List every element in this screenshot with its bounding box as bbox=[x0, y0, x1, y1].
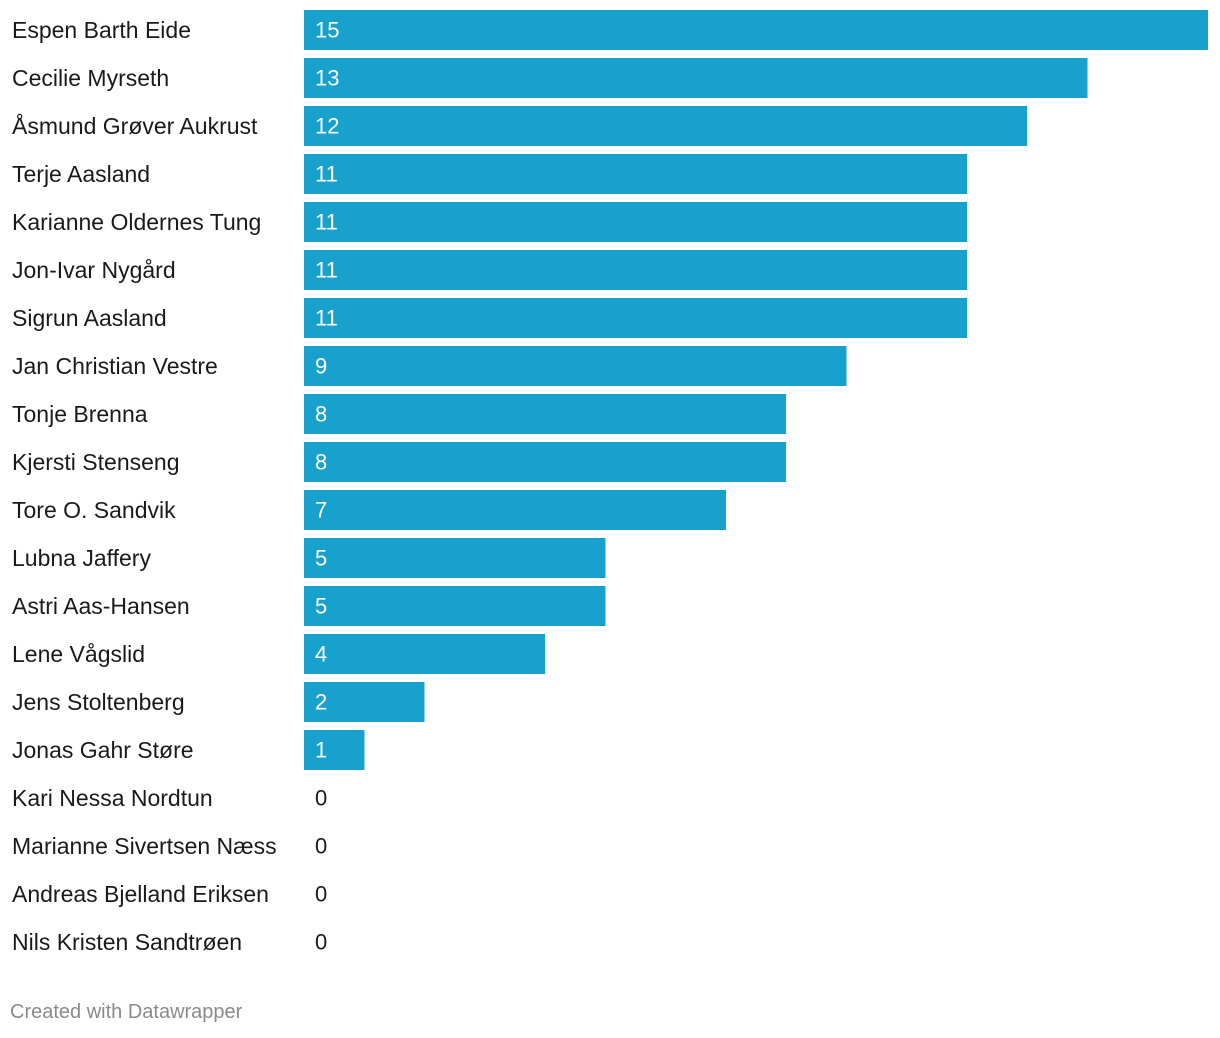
value-label: 8 bbox=[315, 402, 327, 427]
category-label: Jon-Ivar Nygård bbox=[12, 257, 176, 283]
bar-row: Tonje Brenna 8 bbox=[12, 394, 787, 434]
category-label: Lene Vågslid bbox=[12, 641, 145, 667]
bar-row: Jan Christian Vestre 9 bbox=[12, 346, 847, 386]
value-label: 12 bbox=[315, 114, 339, 139]
bar-row: Kjersti Stenseng 8 bbox=[12, 442, 787, 482]
category-label: Lubna Jaffery bbox=[12, 545, 151, 571]
category-label: Tore O. Sandvik bbox=[12, 497, 176, 523]
bar bbox=[304, 250, 967, 290]
bar-row: Terje Aasland 11 bbox=[12, 154, 967, 194]
bar bbox=[304, 298, 967, 338]
bar bbox=[304, 442, 787, 482]
category-label: Espen Barth Eide bbox=[12, 17, 191, 43]
bar-row: Jens Stoltenberg 2 bbox=[12, 682, 425, 722]
category-label: Cecilie Myrseth bbox=[12, 65, 169, 91]
value-label: 11 bbox=[315, 162, 338, 187]
category-label: Astri Aas-Hansen bbox=[12, 593, 190, 619]
value-label: 5 bbox=[315, 546, 327, 571]
bar-row: Jon-Ivar Nygård 11 bbox=[12, 250, 967, 290]
bar-row: Tore O. Sandvik 7 bbox=[12, 490, 726, 530]
value-label: 1 bbox=[315, 738, 327, 763]
bar-row: Andreas Bjelland Eriksen 0 bbox=[12, 881, 327, 907]
category-label: Kari Nessa Nordtun bbox=[12, 785, 213, 811]
category-label: Åsmund Grøver Aukrust bbox=[12, 112, 258, 139]
value-label: 9 bbox=[315, 354, 327, 379]
value-label: 5 bbox=[315, 594, 327, 619]
category-label: Karianne Oldernes Tung bbox=[12, 209, 261, 235]
bar-row: Kari Nessa Nordtun 0 bbox=[12, 785, 327, 811]
bar-row: Espen Barth Eide 15 bbox=[12, 10, 1208, 50]
bar-row: Marianne Sivertsen Næss 0 bbox=[12, 833, 327, 859]
value-label: 13 bbox=[315, 66, 339, 91]
bar bbox=[304, 154, 967, 194]
category-label: Terje Aasland bbox=[12, 161, 150, 187]
bar bbox=[304, 202, 967, 242]
value-label: 2 bbox=[315, 690, 327, 715]
category-label: Jan Christian Vestre bbox=[12, 353, 218, 379]
value-label: 11 bbox=[315, 210, 338, 235]
bar bbox=[304, 10, 1208, 50]
value-label: 0 bbox=[315, 786, 327, 811]
bar bbox=[304, 106, 1028, 146]
bar bbox=[304, 538, 606, 578]
bar-row: Lene Vågslid 4 bbox=[12, 634, 546, 674]
category-label: Sigrun Aasland bbox=[12, 305, 167, 331]
category-label: Tonje Brenna bbox=[12, 401, 148, 427]
value-label: 15 bbox=[315, 18, 339, 43]
bar-row: Karianne Oldernes Tung 11 bbox=[12, 202, 967, 242]
category-label: Jens Stoltenberg bbox=[12, 689, 185, 715]
category-label: Jonas Gahr Støre bbox=[12, 737, 194, 763]
category-label: Andreas Bjelland Eriksen bbox=[12, 881, 269, 907]
value-label: 0 bbox=[315, 930, 327, 955]
bar bbox=[304, 586, 606, 626]
bar bbox=[304, 730, 365, 770]
value-label: 0 bbox=[315, 882, 327, 907]
bar bbox=[304, 58, 1088, 98]
bar bbox=[304, 682, 425, 722]
bar-row: Åsmund Grøver Aukrust 12 bbox=[12, 106, 1028, 146]
bar bbox=[304, 346, 847, 386]
category-label: Nils Kristen Sandtrøen bbox=[12, 929, 242, 955]
category-label: Marianne Sivertsen Næss bbox=[12, 833, 277, 859]
bar-row: Sigrun Aasland 11 bbox=[12, 298, 967, 338]
bar bbox=[304, 394, 787, 434]
value-label: 11 bbox=[315, 258, 338, 283]
bar-row: Cecilie Myrseth 13 bbox=[12, 58, 1088, 98]
datawrapper-credit[interactable]: Created with Datawrapper bbox=[10, 1001, 243, 1023]
value-label: 11 bbox=[315, 306, 338, 331]
bar-row: Astri Aas-Hansen 5 bbox=[12, 586, 606, 626]
bar-row: Lubna Jaffery 5 bbox=[12, 538, 606, 578]
category-label: Kjersti Stenseng bbox=[12, 449, 179, 475]
value-label: 4 bbox=[315, 642, 327, 667]
bar-row: Jonas Gahr Støre 1 bbox=[12, 730, 365, 770]
bar bbox=[304, 490, 726, 530]
bar bbox=[304, 634, 546, 674]
value-label: 7 bbox=[315, 498, 327, 523]
bar-row: Nils Kristen Sandtrøen 0 bbox=[12, 929, 327, 955]
value-label: 0 bbox=[315, 834, 327, 859]
value-label: 8 bbox=[315, 450, 327, 475]
